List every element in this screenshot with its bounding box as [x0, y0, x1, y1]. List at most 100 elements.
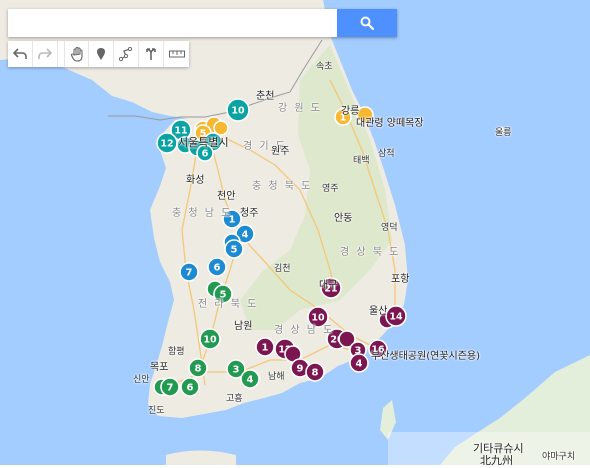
hand-icon — [70, 46, 83, 62]
map-marker-blue[interactable]: 7 — [179, 262, 199, 282]
marker-circle — [255, 337, 275, 357]
map-marker-maroon[interactable]: 8 — [305, 362, 325, 382]
map-marker-maroon[interactable]: 9 — [290, 358, 310, 378]
map-marker-green[interactable]: 8 — [188, 358, 208, 378]
map-marker-maroon[interactable]: 10 — [307, 306, 329, 328]
marker-count: 10 — [231, 106, 245, 117]
marker-count: 3 — [233, 365, 240, 376]
label-seoul: 서울특별시 — [178, 136, 229, 149]
marker-count: 7 — [186, 268, 193, 279]
add-marker-button[interactable] — [89, 41, 114, 67]
label-yamaguchi: 야마구치 — [542, 452, 576, 462]
map-marker-teal[interactable]: 10 — [226, 98, 250, 122]
japan-land — [440, 355, 590, 465]
marker-circle — [224, 239, 244, 259]
tsushima-island — [380, 400, 396, 440]
marker-circle — [188, 358, 208, 378]
marker-circle — [222, 209, 242, 229]
marker-circle — [356, 106, 374, 124]
label-taebaek: 태백 — [353, 156, 370, 166]
map-marker-maroon[interactable]: 21 — [320, 277, 342, 299]
marker-count: 12 — [160, 139, 173, 150]
label-yeongdeok: 영덕 — [381, 223, 398, 233]
map-marker-orange[interactable] — [213, 120, 229, 136]
marker-count: 8 — [312, 368, 319, 379]
map-marker-green[interactable]: 6 — [180, 377, 200, 397]
marker-count: 7 — [167, 383, 174, 394]
pan-button[interactable] — [64, 41, 89, 67]
map-marker-green[interactable]: 10 — [199, 328, 221, 350]
marker-circle — [307, 306, 329, 328]
label-hwaseong: 화성 — [186, 175, 205, 186]
search-input[interactable] — [8, 9, 330, 37]
marker-count: 6 — [202, 149, 209, 160]
label-pohang: 포항 — [391, 274, 410, 285]
marker-circle — [196, 144, 214, 162]
label-gyeonggi: 경 기 도 — [243, 141, 287, 152]
marker-count: 1 — [229, 215, 236, 226]
label-gyeongbuk: 경 상 북 도 — [340, 247, 401, 258]
map-marker-maroon[interactable]: 16 — [368, 339, 388, 359]
map-marker-teal[interactable]: 6 — [196, 144, 214, 162]
label-kitakyushu: 기타큐슈시 — [473, 442, 524, 455]
undo-button[interactable] — [8, 41, 33, 67]
map-marker-maroon[interactable]: 1 — [255, 337, 275, 357]
marker-circle — [160, 377, 180, 397]
marker-circle — [320, 277, 342, 299]
marker-count: 20 — [330, 335, 344, 346]
search-icon — [360, 16, 374, 30]
redo-button[interactable] — [33, 41, 58, 67]
label-ulsan: 울산 — [369, 306, 388, 317]
map-marker-blue[interactable]: 1 — [222, 209, 242, 229]
label-chuncheon: 춘천 — [256, 91, 275, 102]
marker-count: 4 — [242, 230, 249, 241]
label-andong: 안동 — [334, 213, 353, 224]
map-bottom-overlay — [388, 432, 590, 465]
label-cheonan: 천안 — [217, 191, 236, 202]
map-marker-green[interactable]: 7 — [160, 377, 180, 397]
map-marker-teal[interactable]: 12 — [156, 132, 178, 154]
marker-count: 1 — [262, 343, 269, 354]
map-marker-green[interactable]: 3 — [226, 359, 246, 379]
label-jindo: 진도 — [148, 406, 165, 416]
label-jeonbuk: 전 라 북 도 — [198, 299, 259, 310]
label-sinan: 신안 — [133, 375, 150, 385]
ruler-icon — [168, 50, 185, 58]
map-marker-blue[interactable]: 4 — [235, 224, 255, 244]
marker-circle — [179, 262, 199, 282]
map-marker-orange[interactable]: 1 — [334, 108, 352, 126]
search-button[interactable] — [337, 9, 397, 37]
marker-count: 8 — [195, 364, 202, 375]
map-marker-green[interactable]: 4 — [240, 369, 260, 389]
marker-circle — [180, 377, 200, 397]
marker-icon — [97, 48, 105, 60]
marker-count: 3 — [355, 346, 362, 357]
marker-count: 11 — [174, 126, 187, 137]
label-namhae: 남해 — [268, 372, 285, 382]
draw-line-button[interactable] — [114, 41, 139, 67]
directions-button[interactable] — [139, 41, 164, 67]
map-marker-maroon[interactable] — [338, 330, 356, 348]
map-marker-green[interactable]: 5 — [213, 284, 233, 304]
map-marker-maroon[interactable]: 4 — [349, 353, 369, 373]
measure-button[interactable] — [164, 41, 189, 67]
jeju-island — [166, 450, 236, 465]
marker-circle — [240, 369, 260, 389]
map-marker-maroon[interactable]: 14 — [385, 305, 407, 327]
marker-count: 1 — [340, 113, 347, 124]
label-busan-park: 부산생태공원(연꽃시즌용) — [371, 351, 481, 362]
map-marker-orange[interactable] — [356, 106, 374, 124]
marker-count: 6 — [187, 383, 194, 394]
label-namwon: 남원 — [234, 321, 253, 332]
marker-circle — [385, 305, 407, 327]
map-marker-blue[interactable]: 5 — [224, 239, 244, 259]
map-marker-blue[interactable]: 6 — [207, 257, 227, 277]
marker-circle — [207, 257, 227, 277]
marker-circle — [213, 284, 233, 304]
undo-icon — [13, 48, 27, 59]
label-cheongju: 청주 — [240, 208, 259, 219]
label-hampyeong: 함평 — [168, 347, 185, 357]
label-chungbuk: 충 청 북 도 — [252, 181, 313, 192]
